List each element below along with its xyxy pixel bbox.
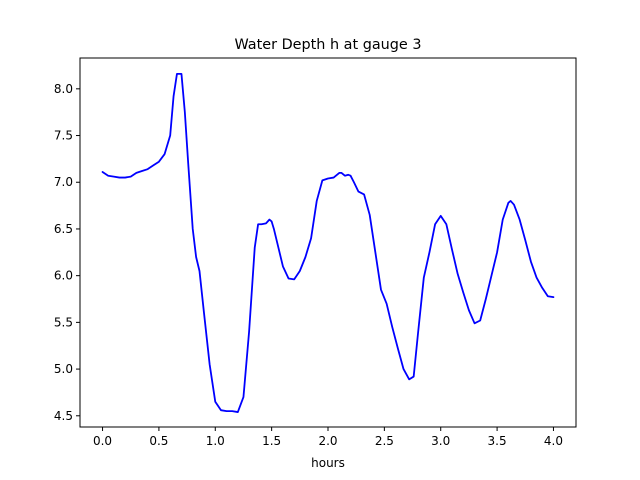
chart-title: Water Depth h at gauge 3 [234, 37, 421, 53]
x-tick-label: 2.5 [375, 434, 394, 448]
y-tick-label: 6.5 [54, 222, 73, 236]
y-tick-label: 6.0 [54, 269, 73, 283]
x-tick-label: 3.5 [488, 434, 507, 448]
x-tick-label: 3.0 [431, 434, 450, 448]
x-axis-label: hours [311, 456, 345, 470]
x-tick-label: 0.5 [149, 434, 168, 448]
y-tick-label: 4.5 [54, 409, 73, 423]
y-tick-label: 7.0 [54, 175, 73, 189]
x-tick-label: 0.0 [93, 434, 112, 448]
x-tick-label: 4.0 [544, 434, 563, 448]
plot-area [79, 57, 577, 428]
x-tick-label: 1.5 [262, 434, 281, 448]
x-tick-label: 1.0 [206, 434, 225, 448]
x-tick-label: 2.0 [318, 434, 337, 448]
y-tick-label: 8.0 [54, 82, 73, 96]
y-tick-label: 5.5 [54, 315, 73, 329]
x-axis-ticks: 0.0 0.5 1.0 1.5 2.0 2.5 3.0 3.5 4.0 [93, 427, 563, 448]
y-tick-label: 7.5 [54, 129, 73, 143]
axes-frame [79, 57, 577, 428]
y-axis-ticks: 4.5 5.0 5.5 6.0 6.5 7.0 7.5 8.0 [54, 82, 80, 423]
y-tick-label: 5.0 [54, 362, 73, 376]
series-line [101, 72, 555, 413]
